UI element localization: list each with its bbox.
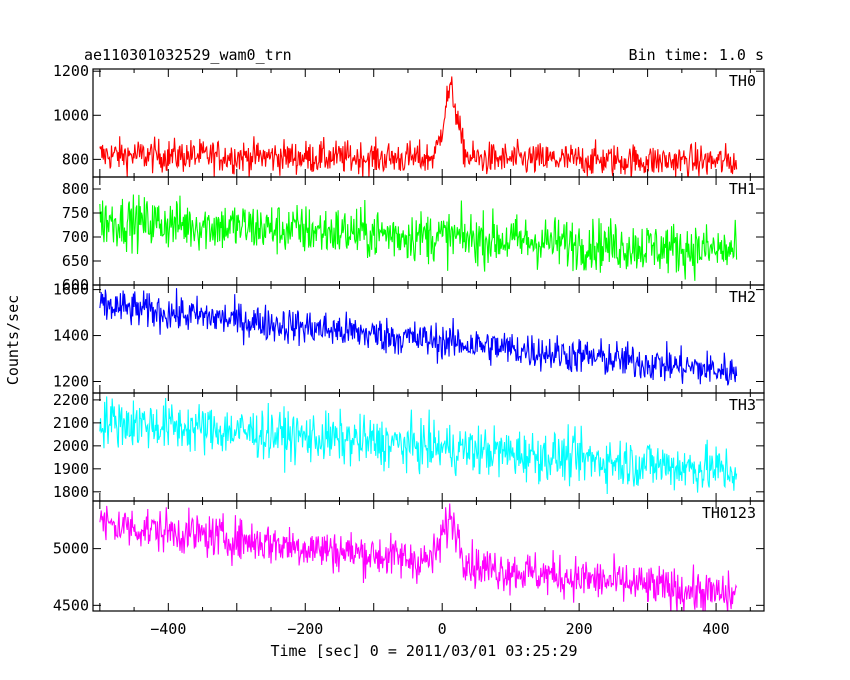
y-tick-label: 2100 xyxy=(53,414,89,432)
y-tick-label: 600 xyxy=(62,276,89,294)
x-tick-label: −200 xyxy=(287,620,323,638)
x-tick-label: 200 xyxy=(566,620,593,638)
x-tick-label: 0 xyxy=(438,620,447,638)
y-tick-label: 750 xyxy=(62,204,89,222)
panel-label-th1: TH1 xyxy=(729,180,756,198)
y-tick-label: 700 xyxy=(62,228,89,246)
y-tick-label: 1200 xyxy=(53,62,89,80)
y-tick-label: 4500 xyxy=(53,596,89,614)
x-tick-label: −400 xyxy=(150,620,186,638)
bin-time-label: Bin time: 1.0 s xyxy=(629,46,764,64)
series-th0123 xyxy=(99,503,738,611)
y-tick-label: 5000 xyxy=(53,540,89,558)
series-th1 xyxy=(99,194,738,281)
x-axis-label: Time [sec] 0 = 2011/03/01 03:25:29 xyxy=(270,642,577,660)
panel-label-th2: TH2 xyxy=(729,288,756,306)
panel-frame-th2 xyxy=(92,284,765,394)
y-tick-label: 2000 xyxy=(53,437,89,455)
y-tick-label: 800 xyxy=(62,180,89,198)
y-tick-label: 1600 xyxy=(53,281,89,299)
panels-group: TH0 800 1000 1200 TH1 600 650 700 750 800 TH2 1200 1… xyxy=(53,62,765,638)
chart-title: ae110301032529_wam0_trn xyxy=(84,46,292,64)
y-tick-label: 2200 xyxy=(53,391,89,409)
series-th3 xyxy=(99,396,738,495)
series-th0 xyxy=(99,76,738,177)
x-tick-label: 400 xyxy=(703,620,730,638)
y-tick-label: 1200 xyxy=(53,373,89,391)
panel-label-th0123: TH0123 xyxy=(702,504,756,522)
panel-frame-th0123 xyxy=(92,500,765,612)
y-axis-label: Counts/sec xyxy=(4,295,22,385)
panel-label-th3: TH3 xyxy=(729,396,756,414)
y-tick-label: 650 xyxy=(62,252,89,270)
y-tick-label: 1800 xyxy=(53,483,89,501)
y-tick-label: 1400 xyxy=(53,327,89,345)
y-tick-label: 1900 xyxy=(53,460,89,478)
series-th2 xyxy=(99,288,738,386)
panel-label-th0: TH0 xyxy=(729,72,756,90)
y-tick-label: 1000 xyxy=(53,106,89,124)
y-tick-label: 800 xyxy=(62,150,89,168)
